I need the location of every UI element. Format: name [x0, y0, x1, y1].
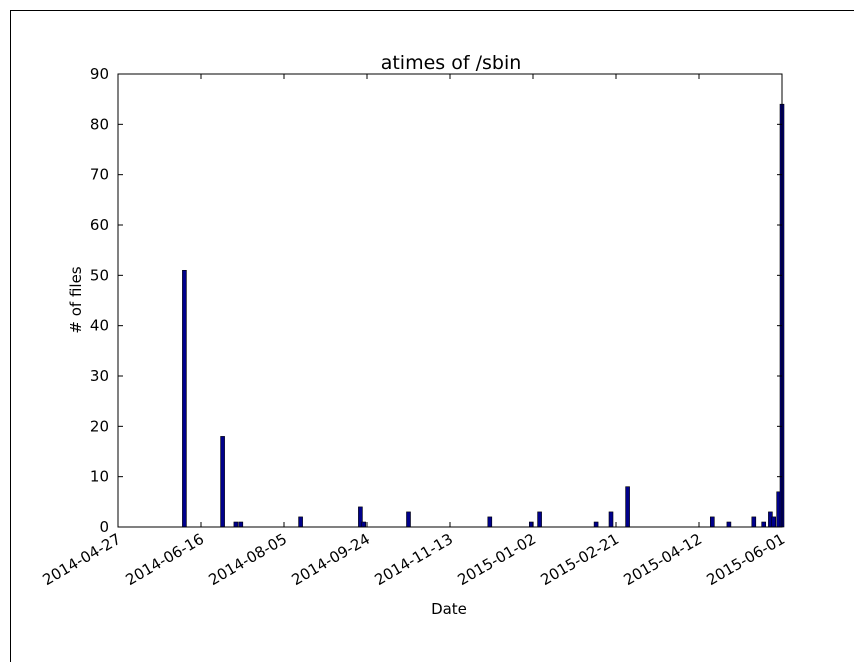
bar [537, 511, 542, 528]
y-axis-label: # of files [67, 266, 85, 333]
x-tick-label: 2015-04-12 [620, 530, 705, 589]
x-tick-label: 2014-11-13 [371, 530, 456, 589]
bar [238, 521, 244, 528]
bar [233, 521, 239, 528]
x-tick-label: 2014-06-16 [122, 530, 207, 589]
x-tick-label: 2014-04-27 [39, 530, 124, 589]
bar [593, 521, 599, 528]
y-tick-label: 80 [90, 115, 109, 133]
y-tick-label: 30 [90, 367, 109, 385]
bar [771, 516, 777, 528]
bar [625, 486, 630, 528]
y-tick-label: 20 [90, 417, 109, 435]
y-tick-label: 0 [99, 518, 109, 536]
bar [406, 511, 411, 528]
figure-frame [10, 10, 854, 662]
bar [709, 516, 715, 528]
y-tick-label: 90 [90, 65, 109, 83]
y-tick-label: 60 [90, 216, 109, 234]
bars-group [182, 103, 785, 528]
x-tick-label: 2015-02-21 [537, 530, 622, 589]
x-tick-label: 2014-08-05 [205, 530, 290, 589]
y-tick-label: 10 [90, 468, 109, 486]
chart-title: atimes of /sbin [381, 52, 522, 74]
bar [298, 516, 303, 528]
x-tick-label: 2015-01-02 [454, 530, 539, 589]
y-tick-label: 50 [90, 266, 109, 284]
x-tick-label: 2015-06-01 [703, 530, 788, 589]
bar [487, 516, 493, 528]
y-tick-label: 40 [90, 317, 109, 335]
plot-area [117, 73, 783, 528]
bar [220, 436, 225, 528]
bar [751, 516, 757, 528]
bar [726, 521, 732, 528]
x-tick-label: 2014-09-24 [288, 530, 373, 589]
x-axis: 2014-04-272014-06-162014-08-052014-09-24… [39, 74, 788, 589]
bar [182, 269, 187, 528]
y-tick-label: 70 [90, 166, 109, 184]
bar [608, 511, 614, 528]
bar [361, 521, 367, 528]
y-axis: 0 10 20 30 40 50 60 70 80 90 [90, 65, 782, 536]
x-axis-label: Date [431, 600, 467, 618]
bar [761, 521, 767, 528]
